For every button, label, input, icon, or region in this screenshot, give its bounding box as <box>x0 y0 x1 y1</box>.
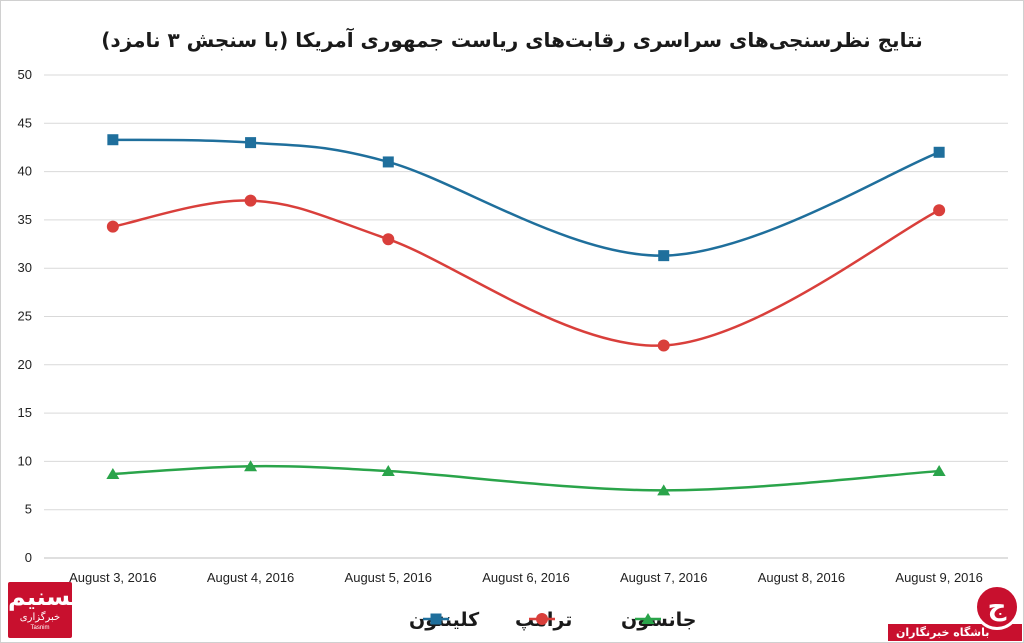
chart-title: نتایج نظرسنجی‌های سراسری رقابت‌های ریاست… <box>101 27 923 52</box>
data-point <box>933 204 946 217</box>
gridlines <box>44 74 1008 559</box>
legend-key-marker <box>536 613 548 625</box>
data-point <box>244 194 257 207</box>
series-1 <box>106 194 946 352</box>
data-point <box>382 233 395 246</box>
tasnim-logo-mark: تسنیم <box>8 583 80 611</box>
legend-key-marker <box>641 613 655 624</box>
series-line <box>112 464 940 492</box>
x-tick-label: August 8, 2016 <box>758 570 845 585</box>
x-tick-label: August 4, 2016 <box>207 570 294 585</box>
data-point <box>245 137 257 149</box>
tasnim-logo-line2: Tasnim <box>30 625 50 631</box>
series-line <box>112 199 940 347</box>
y-tick-label: 0 <box>25 550 32 565</box>
y-tick-label: 45 <box>18 115 32 130</box>
data-point <box>106 467 120 479</box>
series-0 <box>107 134 945 262</box>
data-point <box>382 156 394 168</box>
y-tick-label: 50 <box>18 67 32 82</box>
x-tick-label: August 6, 2016 <box>482 570 569 585</box>
x-tick-label: August 7, 2016 <box>620 570 707 585</box>
data-point <box>244 460 258 472</box>
legend-item: جانسون <box>621 609 696 631</box>
y-tick-label: 15 <box>18 405 32 420</box>
legend-key-marker <box>430 613 442 625</box>
y-tick-label: 10 <box>18 453 32 468</box>
y-tick-label: 20 <box>18 357 32 372</box>
data-point <box>106 220 119 233</box>
series-line <box>112 138 940 257</box>
tasnim-logo: تسنیم خبرگزاری Tasnim <box>8 582 80 638</box>
y-axis-ticks: 0 5 10 15 20 25 30 35 40 45 50 <box>18 67 32 565</box>
tasnim-logo-line1: خبرگزاری <box>19 612 61 623</box>
data-point <box>658 250 670 262</box>
y-tick-label: 25 <box>18 309 32 324</box>
data-point <box>933 146 945 158</box>
y-tick-label: 40 <box>18 164 32 179</box>
y-tick-label: 5 <box>25 502 32 517</box>
y-tick-label: 35 <box>18 212 32 227</box>
series-lines <box>106 134 946 496</box>
x-tick-label: August 3, 2016 <box>69 570 156 585</box>
y-tick-label: 30 <box>18 260 32 275</box>
x-tick-label: August 9, 2016 <box>895 570 982 585</box>
x-tick-label: August 5, 2016 <box>345 570 432 585</box>
series-2 <box>106 460 946 496</box>
x-axis-ticks: August 3, 2016 August 4, 2016 August 5, 20… <box>69 570 983 585</box>
data-point <box>932 465 946 477</box>
legend-item: کلینتون <box>409 609 480 631</box>
data-point <box>381 465 395 477</box>
legend-item: ترامپ <box>515 609 572 631</box>
data-point <box>657 484 671 496</box>
data-point <box>657 339 670 352</box>
data-point <box>107 134 119 146</box>
legend: کلینتون ترامپ جانسون <box>409 609 696 631</box>
yjc-logo: باشگاه خبرنگاران ج <box>888 584 1022 641</box>
yjc-logo-mark: ج <box>974 584 1020 630</box>
